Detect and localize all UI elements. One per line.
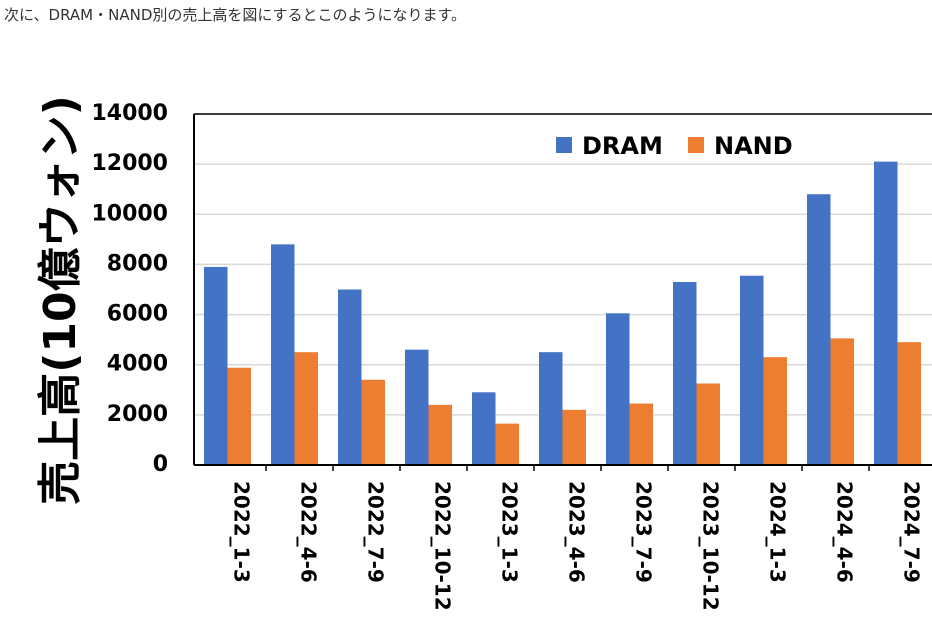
legend-swatch-dram [556, 137, 572, 153]
bar-dram-2023_10-12 [673, 281, 697, 465]
bar-nand-2023_1-3 [495, 423, 519, 465]
x-tick-labels: 2022_1-3 2022_4-6 2022_7-9 2022_10-12 2023_1… [230, 481, 924, 611]
bar-nand-2022_10-12 [428, 404, 452, 465]
bar-nand-2024_7-9 [897, 342, 921, 465]
bar-nand-2022_7-9 [361, 379, 385, 465]
x-tick-label: 2024_1-3 [766, 481, 790, 583]
bar-dram-2022_4-6 [271, 244, 295, 465]
x-tick-label: 2024_4-6 [833, 481, 857, 583]
legend: DRAM NAND [556, 132, 793, 160]
legend-swatch-nand [688, 137, 704, 153]
bar-dram-2024_1-3 [740, 275, 764, 465]
y-tick-label: 14000 [91, 101, 168, 126]
bar-nand-2024_4-6 [830, 338, 854, 465]
bar-group [204, 161, 921, 465]
x-tick-label: 2022_1-3 [230, 481, 254, 583]
bar-dram-2023_1-3 [472, 392, 496, 465]
x-tick-label: 2022_7-9 [364, 481, 388, 583]
y-tick-label: 2000 [107, 402, 168, 427]
y-tick-label: 12000 [91, 151, 168, 176]
bar-nand-2023_4-6 [562, 409, 586, 465]
bar-dram-2022_10-12 [405, 349, 429, 465]
x-tick-label: 2023_10-12 [699, 481, 723, 611]
x-tick-label: 2023_4-6 [565, 481, 589, 583]
y-tick-labels: 0 2000 4000 6000 8000 10000 12000 14000 [91, 101, 168, 477]
x-tick-label: 2022_4-6 [297, 481, 321, 583]
bar-dram-2023_7-9 [606, 313, 630, 465]
bar-dram-2022_1-3 [204, 266, 228, 465]
x-tick-label: 2022_10-12 [431, 481, 455, 611]
y-tick-label: 4000 [107, 352, 168, 377]
intro-text: 次に、DRAM・NAND別の売上高を図にするとこのようになります。 [4, 6, 467, 24]
axes [193, 113, 932, 471]
bar-dram-2024_7-9 [874, 161, 898, 465]
y-tick-label: 0 [153, 452, 168, 477]
bar-nand-2023_7-9 [629, 403, 653, 465]
bar-nand-2024_1-3 [763, 357, 787, 465]
y-axis-label: 売上高(10億ウォン) [35, 95, 86, 504]
x-tick-label: 2024_7-9 [900, 481, 924, 583]
bar-nand-2023_10-12 [696, 383, 720, 465]
y-tick-label: 10000 [91, 201, 168, 226]
y-tick-label: 8000 [107, 251, 168, 276]
x-tick-label: 2023_1-3 [498, 481, 522, 583]
legend-label-dram: DRAM [582, 132, 663, 160]
bar-dram-2024_4-6 [807, 194, 831, 465]
y-tick-label: 6000 [107, 302, 168, 327]
bar-dram-2023_4-6 [539, 352, 563, 465]
bar-nand-2022_1-3 [227, 367, 251, 465]
x-tick-label: 2023_7-9 [632, 481, 656, 583]
bar-nand-2022_4-6 [294, 352, 318, 465]
legend-label-nand: NAND [714, 132, 793, 160]
bar-dram-2022_7-9 [338, 289, 362, 465]
